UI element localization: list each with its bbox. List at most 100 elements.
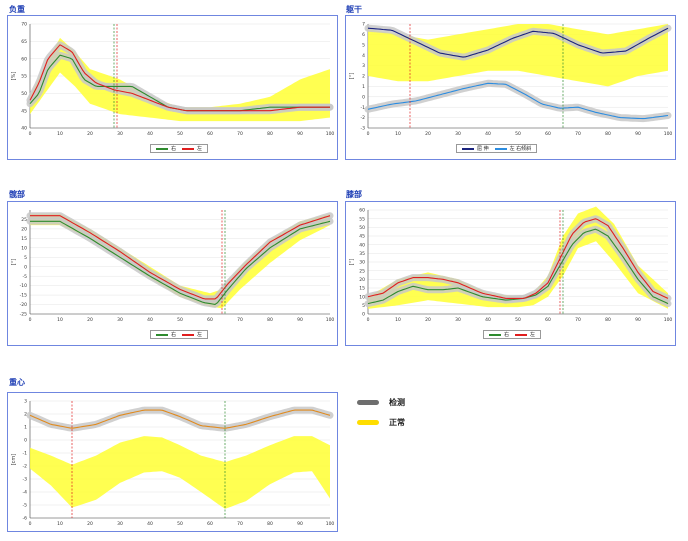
- x-tick-label: 50: [177, 131, 183, 137]
- series-line: [29, 409, 331, 429]
- x-tick-label: 90: [297, 131, 303, 137]
- y-tick-label: 5: [362, 42, 365, 48]
- y-tick-label: -20: [20, 302, 27, 308]
- normal-band: [30, 436, 330, 509]
- x-tick-label: 0: [29, 131, 32, 137]
- y-tick-label: -6: [23, 516, 28, 522]
- x-tick-label: 0: [367, 317, 370, 323]
- x-tick-label: 0: [29, 317, 32, 323]
- x-tick-label: 90: [635, 317, 641, 323]
- legend-measured: 检测: [357, 392, 405, 412]
- y-tick-label: 25: [359, 268, 365, 274]
- y-tick-label: 15: [21, 236, 27, 242]
- x-tick-label: 10: [57, 131, 63, 137]
- x-tick-label: 50: [177, 317, 183, 323]
- x-tick-label: 0: [367, 131, 370, 137]
- title-hip: 髋部: [9, 190, 25, 199]
- x-tick-label: 80: [605, 131, 611, 137]
- y-tick-label: -2: [361, 115, 366, 121]
- x-tick-label: 70: [237, 521, 243, 527]
- y-tick-label: 4: [362, 53, 365, 59]
- x-tick-label: 70: [237, 131, 243, 137]
- x-tick-label: 50: [515, 317, 521, 323]
- y-tick-label: 25: [21, 217, 27, 223]
- x-tick-label: 70: [237, 317, 243, 323]
- y-tick-label: -10: [20, 283, 27, 289]
- y-tick-label: 2: [362, 74, 365, 80]
- x-tick-label: 90: [297, 521, 303, 527]
- x-tick-label: 30: [117, 317, 123, 323]
- y-tick-label: 0: [362, 312, 365, 318]
- normal-band: [368, 24, 668, 87]
- y-tick-label: 55: [359, 216, 365, 222]
- x-tick-label: 40: [147, 521, 153, 527]
- y-tick-label: 55: [21, 74, 27, 80]
- title-trunk: 躯干: [346, 5, 362, 14]
- x-tick-label: 0: [29, 521, 32, 527]
- x-tick-label: 60: [207, 317, 213, 323]
- y-tick-label: 0: [24, 438, 27, 444]
- legend-item-left: 左: [182, 331, 202, 338]
- x-tick-label: 80: [267, 131, 273, 137]
- legend-hip: 右 左: [150, 330, 209, 339]
- x-tick-label: 10: [57, 521, 63, 527]
- y-tick-label: 35: [359, 251, 365, 257]
- x-tick-label: 40: [147, 131, 153, 137]
- y-tick-label: 60: [359, 208, 365, 214]
- x-tick-label: 80: [267, 521, 273, 527]
- x-tick-label: 20: [87, 317, 93, 323]
- x-tick-label: 60: [545, 131, 551, 137]
- series-line: [367, 27, 669, 58]
- global-legend: 检测 正常: [357, 392, 405, 432]
- x-tick-label: 60: [207, 131, 213, 137]
- x-tick-label: 80: [605, 317, 611, 323]
- y-tick-label: 1: [362, 84, 365, 90]
- chart-panel-trunk: -3 -2 -1 0 1 2 3 4 5 6 7 0 10 20 30 40 50 60 70 80 90 100 [°] …: [345, 15, 676, 160]
- title-load: 负重: [9, 5, 25, 14]
- y-tick-label: 1: [24, 425, 27, 431]
- y-tick-label: 40: [21, 126, 27, 132]
- series-line: [367, 218, 669, 299]
- title-cog: 重心: [9, 378, 25, 387]
- x-tick-label: 100: [326, 317, 335, 323]
- x-tick-label: 100: [664, 131, 673, 137]
- y-tick-label: 65: [21, 39, 27, 45]
- x-tick-label: 20: [425, 131, 431, 137]
- x-tick-label: 50: [515, 131, 521, 137]
- y-tick-label: 15: [359, 286, 365, 292]
- x-tick-label: 20: [425, 317, 431, 323]
- y-tick-label: 10: [21, 245, 27, 251]
- y-tick-label: 70: [21, 22, 27, 28]
- y-tick-label: -25: [20, 312, 27, 318]
- x-tick-label: 80: [267, 317, 273, 323]
- legend-item-right: 右: [156, 145, 176, 152]
- chart-panel-cog: -6 -5 -4 -3 -2 -1 0 1 2 3 0 10 20 30 40 50 60 70 80 90 100 [c…: [7, 392, 338, 532]
- x-tick-label: 40: [485, 317, 491, 323]
- y-tick-label: 60: [21, 56, 27, 62]
- chart-knee: 0 5 10 15 20 25 30 35 40 45 50 55 60 0 10 20 30 40 50 60 70 8…: [349, 206, 672, 323]
- y-tick-label: 3: [362, 63, 365, 69]
- legend-item-lateral-tilt: 左 右倾斜: [494, 145, 531, 152]
- y-tick-label: 50: [359, 225, 365, 231]
- y-tick-label: 5: [362, 303, 365, 309]
- x-tick-label: 30: [117, 521, 123, 527]
- y-tick-label: -5: [23, 503, 28, 509]
- y-tick-label: -1: [361, 105, 366, 111]
- y-tick-label: 0: [362, 94, 365, 100]
- legend-item-right: 右: [489, 331, 509, 338]
- y-tick-label: -5: [23, 274, 28, 280]
- x-tick-label: 20: [87, 131, 93, 137]
- y-tick-label: -3: [361, 126, 366, 132]
- y-axis-label: [cm]: [11, 454, 17, 466]
- x-tick-label: 60: [207, 521, 213, 527]
- series-line: [30, 220, 331, 305]
- series-line: [367, 82, 669, 120]
- normal-band: [30, 37, 330, 122]
- chart-hip: -25 -20 -15 -10 -5 0 5 10 15 20 25 0 10 20 30 40 50 60 70 8…: [11, 210, 335, 323]
- y-tick-label: 20: [21, 227, 27, 233]
- x-tick-label: 70: [575, 317, 581, 323]
- legend-normal: 正常: [357, 412, 405, 432]
- y-tick-label: 45: [359, 234, 365, 240]
- chart-panel-knee: 0 5 10 15 20 25 30 35 40 45 50 55 60 0 10 20 30 40 50 60 70 8…: [345, 201, 676, 346]
